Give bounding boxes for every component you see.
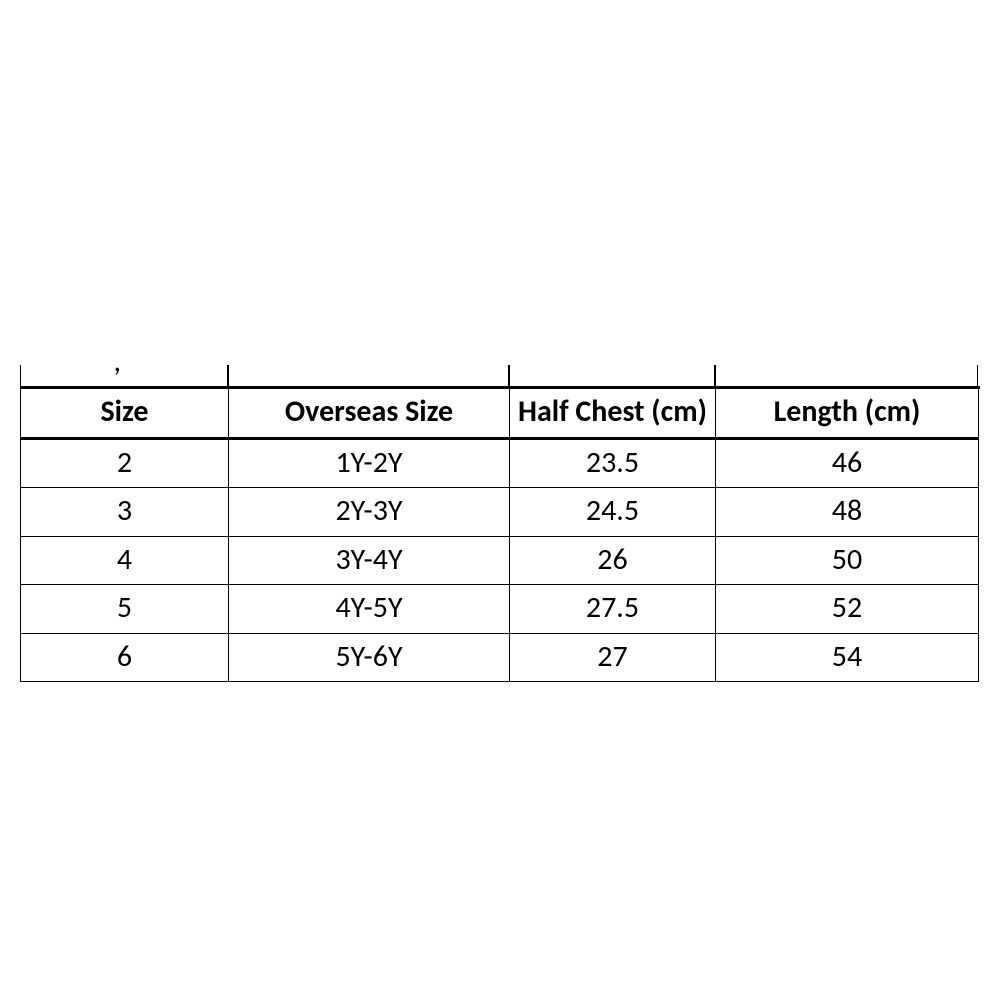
table-row: 2 1Y-2Y 23.5 46 xyxy=(21,438,979,488)
cell-half-chest: 26 xyxy=(510,536,716,585)
table-row: 4 3Y-4Y 26 50 xyxy=(21,536,979,585)
cell-size: 6 xyxy=(21,633,229,682)
size-chart-container: , ' Size Overseas Size Half Chest (cm) L… xyxy=(20,365,980,682)
cell-size: 4 xyxy=(21,536,229,585)
table-header-row: Size Overseas Size Half Chest (cm) Lengt… xyxy=(21,389,979,438)
clipped-cell xyxy=(228,365,509,386)
table-row: 6 5Y-6Y 27 54 xyxy=(21,633,979,682)
col-header-overseas-size: Overseas Size xyxy=(229,389,510,438)
size-chart-table: Size Overseas Size Half Chest (cm) Lengt… xyxy=(20,389,979,682)
clipped-header-fragment: , ' xyxy=(20,365,980,389)
cell-size: 2 xyxy=(21,438,229,488)
cell-length: 48 xyxy=(716,488,979,537)
col-header-size: Size xyxy=(21,389,229,438)
cell-overseas-size: 3Y-4Y xyxy=(229,536,510,585)
clipped-cell: , ' xyxy=(20,365,228,386)
clipped-text: , ' xyxy=(114,365,135,377)
cell-half-chest: 24.5 xyxy=(510,488,716,537)
cell-length: 52 xyxy=(716,585,979,634)
page: , ' Size Overseas Size Half Chest (cm) L… xyxy=(0,0,1000,1000)
table-row: 5 4Y-5Y 27.5 52 xyxy=(21,585,979,634)
clipped-cell xyxy=(509,365,715,386)
cell-size: 3 xyxy=(21,488,229,537)
cell-overseas-size: 4Y-5Y xyxy=(229,585,510,634)
cell-half-chest: 27.5 xyxy=(510,585,716,634)
cell-length: 46 xyxy=(716,438,979,488)
cell-overseas-size: 2Y-3Y xyxy=(229,488,510,537)
table-row: 3 2Y-3Y 24.5 48 xyxy=(21,488,979,537)
cell-size: 5 xyxy=(21,585,229,634)
clipped-cell xyxy=(715,365,978,386)
cell-overseas-size: 1Y-2Y xyxy=(229,438,510,488)
col-header-half-chest: Half Chest (cm) xyxy=(510,389,716,438)
cell-length: 54 xyxy=(716,633,979,682)
cell-overseas-size: 5Y-6Y xyxy=(229,633,510,682)
cell-half-chest: 23.5 xyxy=(510,438,716,488)
cell-half-chest: 27 xyxy=(510,633,716,682)
col-header-length: Length (cm) xyxy=(716,389,979,438)
cell-length: 50 xyxy=(716,536,979,585)
